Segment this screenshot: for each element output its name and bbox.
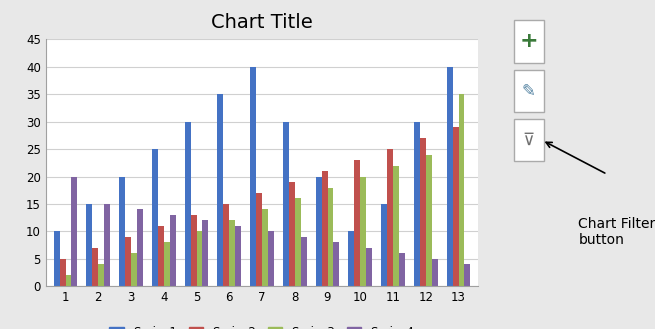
Bar bbox=[250, 67, 256, 286]
Bar bbox=[453, 127, 458, 286]
Text: +: + bbox=[519, 32, 538, 51]
Bar bbox=[268, 231, 274, 286]
Bar bbox=[458, 94, 464, 286]
Title: Chart Title: Chart Title bbox=[211, 13, 313, 32]
Bar bbox=[348, 231, 354, 286]
Bar bbox=[229, 220, 235, 286]
Legend: Series1, Series2, Series3, Series4: Series1, Series2, Series3, Series4 bbox=[105, 322, 419, 329]
Bar bbox=[464, 264, 470, 286]
Bar bbox=[295, 198, 301, 286]
Bar bbox=[119, 177, 125, 286]
Bar bbox=[322, 171, 328, 286]
Bar bbox=[354, 160, 360, 286]
Bar bbox=[393, 165, 399, 286]
Bar bbox=[170, 215, 176, 286]
Bar bbox=[66, 275, 71, 286]
Bar bbox=[158, 226, 164, 286]
Bar bbox=[366, 248, 372, 286]
Text: ⊽: ⊽ bbox=[523, 131, 534, 149]
Bar bbox=[289, 182, 295, 286]
Bar bbox=[316, 177, 322, 286]
Bar bbox=[432, 259, 438, 286]
Bar bbox=[137, 210, 143, 286]
FancyBboxPatch shape bbox=[514, 119, 544, 161]
Bar bbox=[125, 237, 131, 286]
Bar bbox=[387, 149, 393, 286]
Bar bbox=[71, 177, 77, 286]
Bar bbox=[131, 253, 137, 286]
Bar bbox=[104, 204, 110, 286]
Bar bbox=[399, 253, 405, 286]
Bar bbox=[333, 242, 339, 286]
Bar bbox=[164, 242, 170, 286]
FancyBboxPatch shape bbox=[514, 20, 544, 63]
Bar bbox=[262, 210, 268, 286]
Bar bbox=[414, 122, 420, 286]
Bar bbox=[328, 188, 333, 286]
Bar bbox=[202, 220, 208, 286]
Bar bbox=[185, 122, 191, 286]
Bar bbox=[360, 177, 366, 286]
Bar bbox=[98, 264, 104, 286]
Bar bbox=[447, 67, 453, 286]
Bar bbox=[196, 231, 202, 286]
Bar bbox=[381, 204, 387, 286]
Bar bbox=[152, 149, 158, 286]
Bar bbox=[223, 204, 229, 286]
Text: Chart Filters
button: Chart Filters button bbox=[578, 217, 655, 247]
Bar bbox=[217, 94, 223, 286]
Bar bbox=[283, 122, 289, 286]
Bar bbox=[420, 138, 426, 286]
Bar bbox=[54, 231, 60, 286]
Text: ✎: ✎ bbox=[521, 82, 536, 100]
Bar bbox=[191, 215, 196, 286]
Bar bbox=[426, 155, 432, 286]
Bar bbox=[60, 259, 66, 286]
Bar bbox=[86, 204, 92, 286]
Bar bbox=[235, 226, 241, 286]
FancyBboxPatch shape bbox=[514, 70, 544, 112]
Bar bbox=[256, 193, 262, 286]
Bar bbox=[92, 248, 98, 286]
Bar bbox=[301, 237, 307, 286]
